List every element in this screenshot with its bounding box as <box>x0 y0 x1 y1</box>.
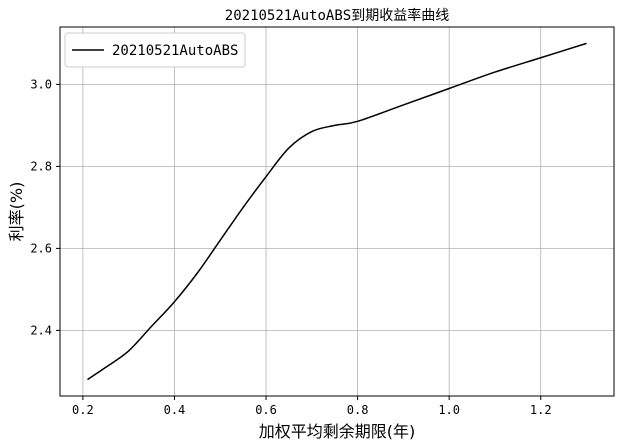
legend-box <box>64 32 246 68</box>
series-layer <box>87 42 587 381</box>
x-tick-label: 1.0 <box>438 403 460 417</box>
y-tick-label: 2.4 <box>30 323 52 337</box>
y-axis-label: 利率(%) <box>7 182 26 242</box>
x-tick-label: 0.8 <box>347 403 369 417</box>
x-axis-label: 加权平均剩余期限(年) <box>259 422 416 441</box>
legend: 20210521AutoABS <box>64 32 246 68</box>
plot-frame <box>59 26 615 397</box>
x-tick-label: 0.2 <box>72 403 94 417</box>
x-tick-label: 0.4 <box>164 403 186 417</box>
x-tick-label: 1.2 <box>530 403 552 417</box>
grid-lines <box>60 27 614 396</box>
y-tick-label: 3.0 <box>30 77 52 91</box>
y-axis-ticks: 2.4 2.6 2.8 3.0 <box>30 77 60 337</box>
y-tick-label: 2.6 <box>30 241 52 255</box>
legend-label: 20210521AutoABS <box>112 43 238 59</box>
x-axis-ticks: 0.2 0.4 0.6 0.8 1.0 1.2 <box>72 396 552 417</box>
y-tick-label: 2.8 <box>30 159 52 173</box>
series-line <box>87 42 587 381</box>
chart-title: 20210521AutoABS到期收益率曲线 <box>225 7 449 24</box>
x-tick-label: 0.6 <box>255 403 277 417</box>
